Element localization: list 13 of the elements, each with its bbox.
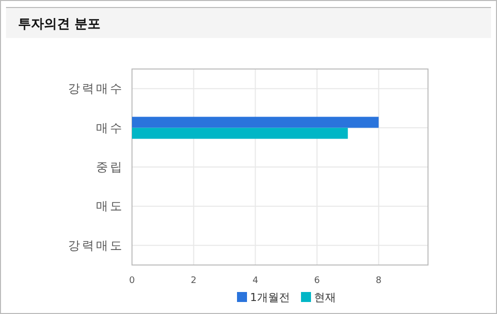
y-tick-label: 매도 (96, 199, 124, 214)
y-tick-label: 중립 (96, 160, 124, 174)
legend-label: 1개월전 (250, 291, 290, 304)
legend-label: 현재 (314, 291, 336, 304)
x-tick-label: 0 (129, 276, 136, 286)
x-tick-label: 4 (252, 276, 258, 286)
x-tick-label: 6 (314, 276, 320, 286)
y-tick-label: 강력매수 (68, 82, 124, 96)
y-tick-label: 강력매도 (68, 238, 124, 252)
y-tick-label: 매수 (96, 120, 124, 135)
x-tick-label: 2 (190, 276, 197, 286)
chart-title: 투자의견 분포 (18, 17, 101, 32)
x-tick-label: 8 (376, 276, 382, 286)
